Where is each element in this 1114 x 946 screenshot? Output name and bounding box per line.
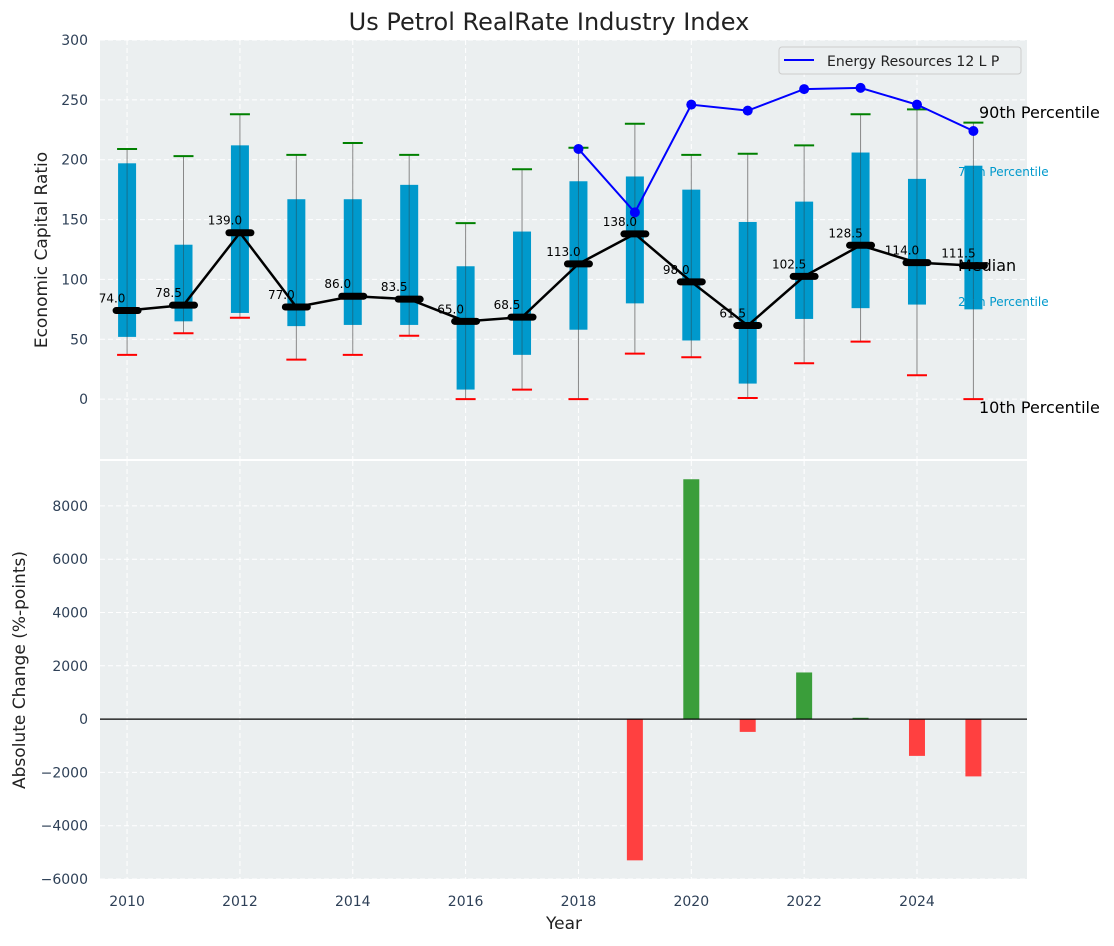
y-tick-label: −2000 <box>41 765 88 781</box>
median-label: 78.5 <box>155 286 182 300</box>
median-label: 113.0 <box>546 245 580 259</box>
top-plot: 0 50 100 150 200 250 300 74.0 78.5 139.0 77.0 86.0 8… <box>61 33 1027 459</box>
box-iqr <box>513 231 532 355</box>
plot-background <box>100 461 1027 879</box>
y-tick-label: −4000 <box>41 819 88 835</box>
annotation-p10: 10th Percentile <box>979 398 1100 417</box>
series-point <box>629 207 640 218</box>
box-iqr <box>851 152 870 309</box>
chart-title: Us Petrol RealRate Industry Index <box>349 8 750 36</box>
top-y-axis-label: Economic Capital Ratio <box>32 152 52 348</box>
box-iqr <box>738 221 757 384</box>
y-tick-label: 200 <box>61 153 88 169</box>
median-label: 77.0 <box>268 288 295 302</box>
annotation-p25: 25th Percentile <box>958 295 1049 309</box>
annotation-p90: 90th Percentile <box>979 103 1100 122</box>
annotation-median: Median <box>958 256 1016 275</box>
y-tick-label: 0 <box>79 712 88 728</box>
y-tick-label: 300 <box>61 33 88 49</box>
median-label: 83.5 <box>381 280 408 294</box>
bottom-plot: −6000 −4000 −2000 0 2000 4000 6000 8000 2010 2012… <box>41 461 1027 910</box>
series-point <box>911 99 922 110</box>
series-point <box>686 99 697 110</box>
box-iqr <box>287 199 306 327</box>
box-iqr <box>118 163 137 337</box>
box-iqr <box>569 181 588 330</box>
box-iqr <box>964 165 983 310</box>
y-tick-label: 100 <box>61 272 88 288</box>
y-tick-label: −6000 <box>41 872 88 888</box>
x-tick-label: 2016 <box>448 894 484 910</box>
series-point <box>573 143 584 154</box>
legend: Energy Resources 12 L P <box>778 46 1022 75</box>
x-tick-label: 2020 <box>673 894 709 910</box>
change-bar <box>908 719 925 756</box>
box-iqr <box>907 178 926 305</box>
change-bar <box>626 719 643 861</box>
series-point <box>968 125 979 136</box>
box-iqr <box>682 189 701 341</box>
y-tick-label: 4000 <box>52 606 88 622</box>
change-bar <box>965 719 982 777</box>
box-iqr <box>230 145 249 313</box>
y-tick-label: 6000 <box>52 552 88 568</box>
series-line <box>577 86 974 215</box>
bottom-y-axis-label: Absolute Change (%-points) <box>10 551 30 789</box>
median-label: 65.0 <box>437 302 464 316</box>
series-point <box>799 84 810 95</box>
change-bar <box>852 717 869 720</box>
y-tick-label: 2000 <box>52 659 88 675</box>
x-tick-label: 2022 <box>786 894 822 910</box>
change-bar <box>683 479 700 720</box>
median-label: 111.5 <box>941 247 975 261</box>
x-axis-label: Year <box>545 914 582 934</box>
y-tick-label: 150 <box>61 213 88 229</box>
y-tick-label: 0 <box>79 392 88 408</box>
y-tick-label: 250 <box>61 93 88 109</box>
median-label: 138.0 <box>603 215 637 229</box>
legend-label: Energy Resources 12 L P <box>827 54 999 70</box>
y-tick-label: 50 <box>70 332 88 348</box>
median-label: 86.0 <box>324 277 351 291</box>
change-bar <box>739 719 756 732</box>
series-point <box>742 105 753 116</box>
box-iqr <box>456 266 475 390</box>
median-label: 68.5 <box>494 298 521 312</box>
x-tick-label: 2010 <box>109 894 145 910</box>
median-label: 74.0 <box>99 292 126 306</box>
x-tick-label: 2018 <box>561 894 597 910</box>
median-label: 139.0 <box>208 214 242 228</box>
median-label: 98.0 <box>663 263 690 277</box>
box-iqr <box>795 201 814 319</box>
median-line <box>126 230 974 328</box>
median-label: 61.5 <box>719 307 746 321</box>
median-label: 102.5 <box>772 257 806 271</box>
box-iqr <box>400 184 419 325</box>
median-label: 128.5 <box>828 226 862 240</box>
x-tick-label: 2014 <box>335 894 371 910</box>
median-label: 114.0 <box>885 244 919 258</box>
change-bar <box>796 672 813 720</box>
y-tick-label: 8000 <box>52 499 88 515</box>
annotation-p75: 75th Percentile <box>958 165 1049 179</box>
x-tick-label: 2012 <box>222 894 258 910</box>
x-tick-label: 2024 <box>899 894 935 910</box>
series-point <box>855 82 866 93</box>
